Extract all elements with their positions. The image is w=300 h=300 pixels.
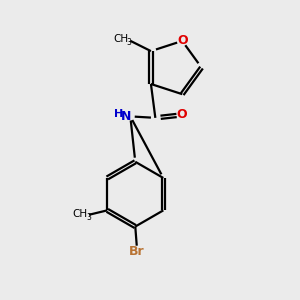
Text: O: O: [176, 108, 187, 122]
Text: H: H: [114, 109, 123, 119]
Text: CH: CH: [73, 209, 88, 219]
Text: 3: 3: [86, 213, 91, 222]
Text: N: N: [121, 110, 132, 123]
Text: CH: CH: [113, 34, 128, 44]
Text: O: O: [177, 34, 188, 47]
Text: 3: 3: [127, 38, 132, 47]
Text: Br: Br: [129, 245, 145, 258]
